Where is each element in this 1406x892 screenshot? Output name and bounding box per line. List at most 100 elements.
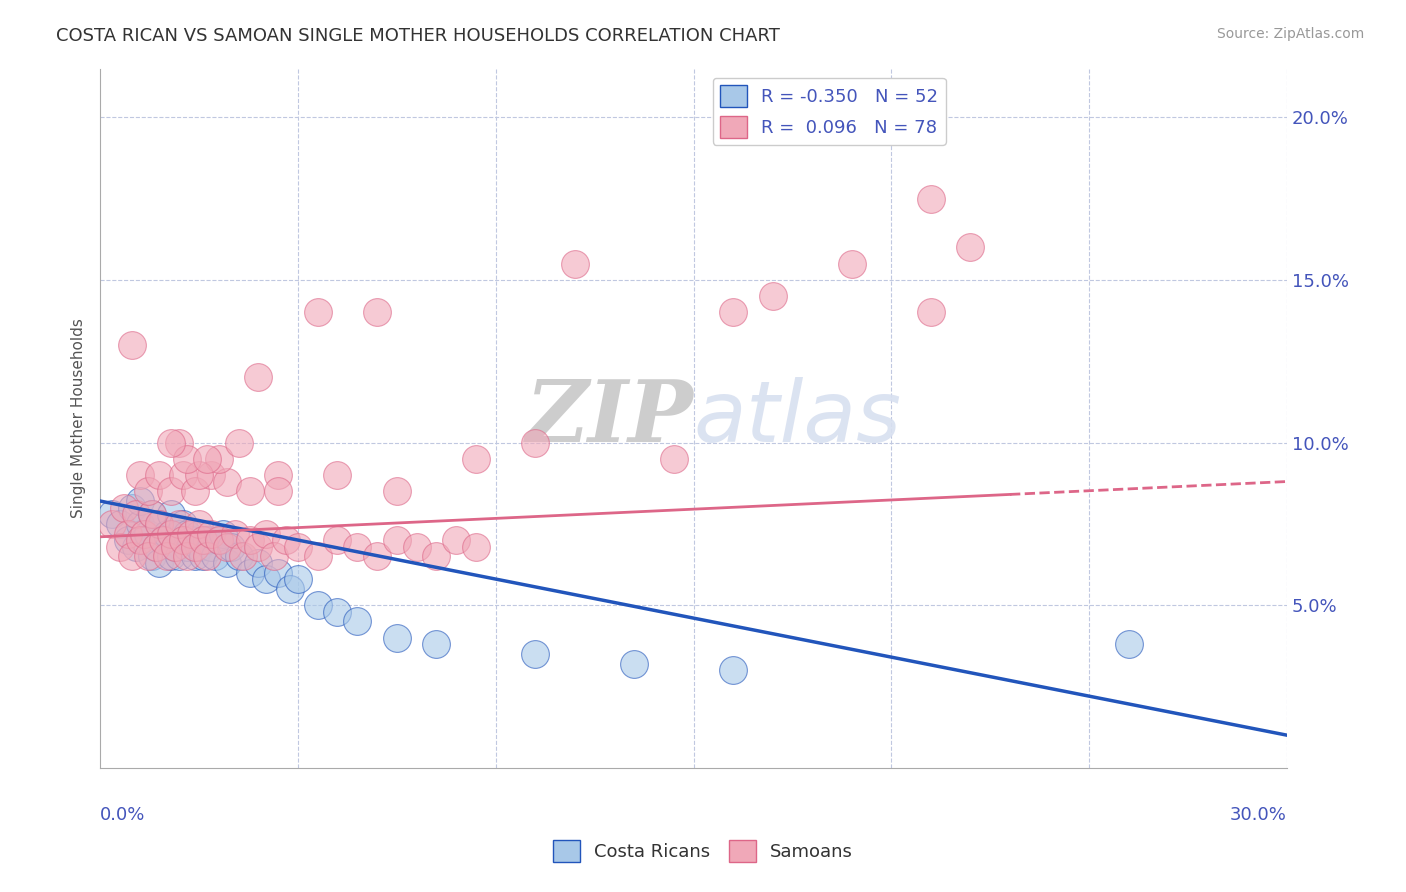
- Point: [385, 631, 408, 645]
- Point: [405, 540, 427, 554]
- Point: [224, 526, 246, 541]
- Point: [148, 516, 170, 531]
- Point: [128, 516, 150, 531]
- Point: [160, 549, 183, 564]
- Text: 0.0%: 0.0%: [100, 806, 145, 824]
- Point: [267, 484, 290, 499]
- Point: [239, 484, 262, 499]
- Point: [176, 540, 198, 554]
- Point: [200, 526, 222, 541]
- Point: [128, 494, 150, 508]
- Point: [208, 451, 231, 466]
- Point: [176, 451, 198, 466]
- Point: [112, 500, 135, 515]
- Point: [287, 540, 309, 554]
- Point: [346, 615, 368, 629]
- Point: [254, 526, 277, 541]
- Point: [160, 484, 183, 499]
- Point: [195, 549, 218, 564]
- Point: [228, 435, 250, 450]
- Point: [721, 663, 744, 677]
- Point: [132, 533, 155, 547]
- Point: [564, 257, 586, 271]
- Point: [125, 540, 148, 554]
- Text: 30.0%: 30.0%: [1230, 806, 1286, 824]
- Point: [307, 598, 329, 612]
- Point: [121, 549, 143, 564]
- Point: [191, 549, 214, 564]
- Point: [425, 637, 447, 651]
- Point: [184, 540, 207, 554]
- Point: [191, 533, 214, 547]
- Text: Source: ZipAtlas.com: Source: ZipAtlas.com: [1216, 27, 1364, 41]
- Point: [215, 556, 238, 570]
- Point: [211, 526, 233, 541]
- Point: [156, 549, 179, 564]
- Point: [172, 468, 194, 483]
- Point: [219, 540, 242, 554]
- Point: [247, 556, 270, 570]
- Point: [444, 533, 467, 547]
- Point: [184, 549, 207, 564]
- Point: [254, 572, 277, 586]
- Point: [274, 533, 297, 547]
- Point: [326, 605, 349, 619]
- Point: [326, 468, 349, 483]
- Point: [145, 540, 167, 554]
- Point: [278, 582, 301, 596]
- Point: [465, 540, 488, 554]
- Point: [132, 526, 155, 541]
- Point: [180, 533, 202, 547]
- Point: [247, 370, 270, 384]
- Point: [152, 533, 174, 547]
- Point: [524, 647, 547, 661]
- Point: [156, 526, 179, 541]
- Point: [425, 549, 447, 564]
- Point: [239, 566, 262, 580]
- Point: [136, 549, 159, 564]
- Point: [128, 468, 150, 483]
- Point: [160, 526, 183, 541]
- Point: [128, 533, 150, 547]
- Point: [145, 540, 167, 554]
- Point: [307, 549, 329, 564]
- Point: [920, 192, 942, 206]
- Text: atlas: atlas: [693, 376, 901, 459]
- Point: [263, 549, 285, 564]
- Point: [167, 516, 190, 531]
- Point: [136, 484, 159, 499]
- Point: [180, 526, 202, 541]
- Point: [167, 435, 190, 450]
- Point: [195, 533, 218, 547]
- Text: ZIP: ZIP: [526, 376, 693, 460]
- Text: COSTA RICAN VS SAMOAN SINGLE MOTHER HOUSEHOLDS CORRELATION CHART: COSTA RICAN VS SAMOAN SINGLE MOTHER HOUS…: [56, 27, 780, 45]
- Point: [172, 516, 194, 531]
- Point: [239, 533, 262, 547]
- Point: [524, 435, 547, 450]
- Point: [172, 533, 194, 547]
- Point: [215, 475, 238, 489]
- Point: [165, 540, 187, 554]
- Point: [346, 540, 368, 554]
- Point: [141, 507, 163, 521]
- Point: [385, 533, 408, 547]
- Legend: Costa Ricans, Samoans: Costa Ricans, Samoans: [546, 833, 860, 870]
- Point: [188, 468, 211, 483]
- Point: [101, 516, 124, 531]
- Point: [204, 549, 226, 564]
- Point: [721, 305, 744, 319]
- Point: [188, 516, 211, 531]
- Point: [465, 451, 488, 466]
- Point: [165, 540, 187, 554]
- Point: [188, 526, 211, 541]
- Point: [108, 540, 131, 554]
- Point: [167, 526, 190, 541]
- Point: [167, 549, 190, 564]
- Point: [108, 516, 131, 531]
- Point: [762, 289, 785, 303]
- Legend: R = -0.350   N = 52, R =  0.096   N = 78: R = -0.350 N = 52, R = 0.096 N = 78: [713, 78, 946, 145]
- Point: [366, 305, 388, 319]
- Point: [121, 338, 143, 352]
- Point: [326, 533, 349, 547]
- Point: [1118, 637, 1140, 651]
